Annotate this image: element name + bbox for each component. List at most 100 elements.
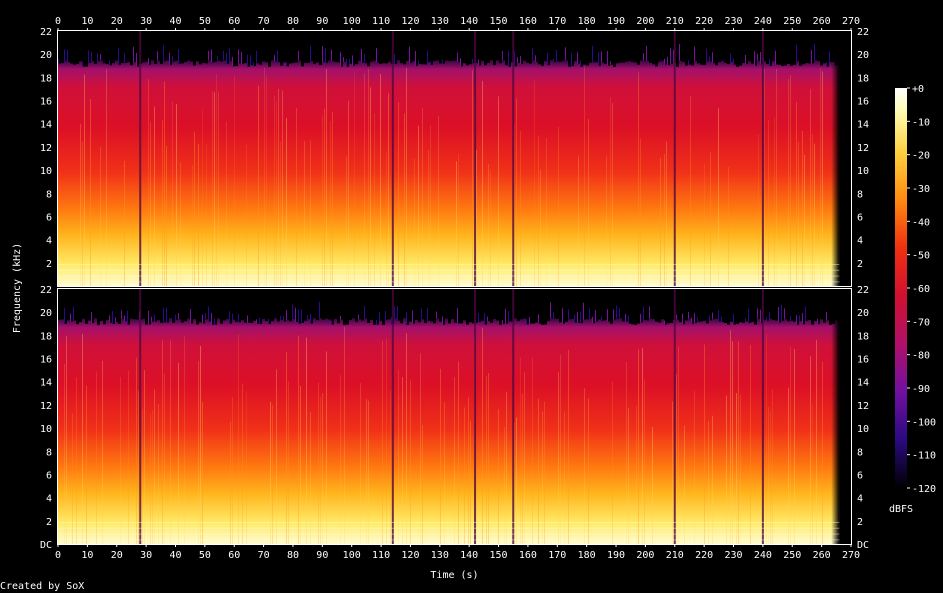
signal-dips <box>139 31 764 286</box>
y-tick-left-2-22: 22 <box>40 285 52 296</box>
y-tick-left-2-10: 10 <box>40 424 52 435</box>
sox-credit: Created by SoX <box>0 581 84 592</box>
y-tick-left-1-10: 10 <box>40 166 52 177</box>
x-tick-top-180: 180 <box>578 16 596 27</box>
y-tick-right-1-18: 18 <box>857 73 869 84</box>
x-tick-top-20: 20 <box>111 16 123 27</box>
y-tick-left-2-12: 12 <box>40 401 52 412</box>
x-tick-bottom-80: 80 <box>287 550 299 561</box>
y-tick-left-1-14: 14 <box>40 120 52 131</box>
channel-2-spectrogram <box>57 288 852 545</box>
fade-out-tail <box>831 31 840 286</box>
y-tick-right-2-4: 4 <box>857 494 863 505</box>
y-tick-left-2-DC: DC <box>40 540 52 551</box>
x-tick-bottom-40: 40 <box>169 550 181 561</box>
y-tick-left-1-22: 22 <box>40 27 52 38</box>
y-tick-right-1-14: 14 <box>857 120 869 131</box>
colorbar-tick-12: -120 <box>912 484 936 495</box>
x-tick-top-120: 120 <box>401 16 419 27</box>
x-tick-top-230: 230 <box>724 16 742 27</box>
signal-dips <box>139 289 764 544</box>
x-tick-top-50: 50 <box>199 16 211 27</box>
x-tick-top-90: 90 <box>316 16 328 27</box>
x-tick-bottom-260: 260 <box>813 550 831 561</box>
x-tick-top-110: 110 <box>372 16 390 27</box>
y-tick-right-2-16: 16 <box>857 355 869 366</box>
x-tick-bottom-100: 100 <box>343 550 361 561</box>
y-tick-right-2-DC: DC <box>857 540 869 551</box>
y-tick-right-2-14: 14 <box>857 378 869 389</box>
x-tick-bottom-0: 0 <box>55 550 61 561</box>
x-tick-bottom-70: 70 <box>258 550 270 561</box>
y-tick-right-2-2: 2 <box>857 517 863 528</box>
y-tick-left-1-2: 2 <box>46 259 52 270</box>
y-tick-right-1-8: 8 <box>857 189 863 200</box>
y-tick-right-2-22: 22 <box>857 285 869 296</box>
y-tick-left-2-2: 2 <box>46 517 52 528</box>
x-tick-top-0: 0 <box>55 16 61 27</box>
colorbar-tick-6: -60 <box>912 284 930 295</box>
x-tick-bottom-130: 130 <box>431 550 449 561</box>
y-tick-right-2-8: 8 <box>857 447 863 458</box>
colorbar-label: dBFS <box>889 504 913 515</box>
x-tick-top-170: 170 <box>548 16 566 27</box>
panel-frame <box>57 30 852 287</box>
low-band <box>58 521 840 541</box>
x-tick-top-200: 200 <box>636 16 654 27</box>
x-tick-bottom-220: 220 <box>695 550 713 561</box>
y-tick-right-2-18: 18 <box>857 331 869 342</box>
cutoff-edge <box>58 31 841 67</box>
y-tick-left-2-16: 16 <box>40 355 52 366</box>
x-tick-top-270: 270 <box>842 16 860 27</box>
channel-1-spectrogram <box>57 30 852 287</box>
x-tick-top-140: 140 <box>460 16 478 27</box>
x-tick-bottom-140: 140 <box>460 550 478 561</box>
y-tick-left-1-8: 8 <box>46 189 52 200</box>
y-tick-left-2-4: 4 <box>46 494 52 505</box>
x-tick-bottom-160: 160 <box>519 550 537 561</box>
spectrogram-energy <box>58 289 840 544</box>
colorbar-tick-11: -110 <box>912 451 936 462</box>
x-tick-bottom-230: 230 <box>724 550 742 561</box>
fade-out-tail <box>831 289 840 544</box>
silence-region <box>839 289 851 544</box>
x-tick-top-70: 70 <box>258 16 270 27</box>
colorbar-tick-7: -70 <box>912 317 930 328</box>
y-tick-right-2-20: 20 <box>857 308 869 319</box>
x-tick-bottom-30: 30 <box>140 550 152 561</box>
y-tick-right-1-10: 10 <box>857 166 869 177</box>
x-tick-bottom-90: 90 <box>316 550 328 561</box>
x-tick-top-150: 150 <box>490 16 508 27</box>
y-tick-left-2-8: 8 <box>46 447 52 458</box>
y-tick-left-2-14: 14 <box>40 378 52 389</box>
y-tick-right-2-10: 10 <box>857 424 869 435</box>
low-band <box>58 263 840 283</box>
x-tick-bottom-10: 10 <box>81 550 93 561</box>
y-tick-left-1-20: 20 <box>40 50 52 61</box>
y-tick-left-1-4: 4 <box>46 236 52 247</box>
x-tick-bottom-50: 50 <box>199 550 211 561</box>
y-tick-right-1-16: 16 <box>857 97 869 108</box>
x-tick-bottom-170: 170 <box>548 550 566 561</box>
x-tick-top-250: 250 <box>783 16 801 27</box>
x-tick-bottom-120: 120 <box>401 550 419 561</box>
y-tick-right-1-2: 2 <box>857 259 863 270</box>
x-tick-top-80: 80 <box>287 16 299 27</box>
colorbar <box>895 88 907 488</box>
cutoff-edge <box>58 289 841 325</box>
x-tick-bottom-250: 250 <box>783 550 801 561</box>
x-tick-top-100: 100 <box>343 16 361 27</box>
spectrogram-energy <box>58 31 840 286</box>
x-tick-bottom-110: 110 <box>372 550 390 561</box>
y-tick-right-1-4: 4 <box>857 236 863 247</box>
colorbar-tick-1: -10 <box>912 117 930 128</box>
y-tick-left-1-6: 6 <box>46 212 52 223</box>
x-tick-bottom-180: 180 <box>578 550 596 561</box>
x-tick-top-60: 60 <box>228 16 240 27</box>
y-tick-right-2-6: 6 <box>857 470 863 481</box>
x-tick-top-130: 130 <box>431 16 449 27</box>
x-tick-bottom-190: 190 <box>607 550 625 561</box>
colorbar-tick-8: -80 <box>912 351 930 362</box>
y-tick-right-1-20: 20 <box>857 50 869 61</box>
